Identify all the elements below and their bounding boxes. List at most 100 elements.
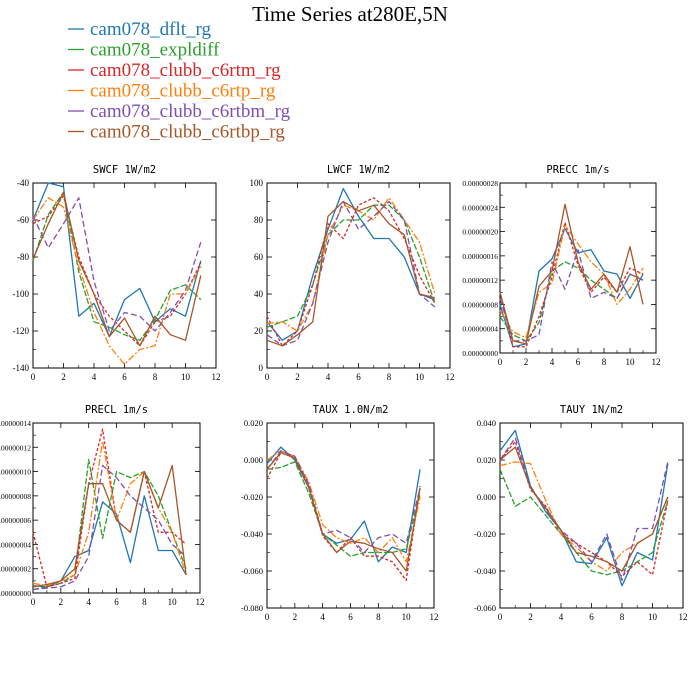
series-line (32, 191, 202, 341)
chart-panel: TAUX 1.0N/m2 0 2 4 6 8 10 12 -0.080 -0.060 -0.040 -… (241, 404, 438, 622)
y-tick-label: 80 (254, 215, 264, 225)
x-tick-label: 2 (295, 372, 300, 382)
plot-frame (499, 182, 657, 354)
y-tick-label: 20 (254, 326, 264, 336)
chart-panel: PRECC 1m/s 0 2 4 6 8 10 12 0.00000000 0.00000004 0… (462, 164, 660, 367)
y-tick-label: 0.000 (477, 492, 496, 502)
x-tick-label: 2 (528, 612, 533, 622)
series-line (499, 446, 669, 572)
series-line (32, 464, 187, 588)
plot-frame (266, 422, 435, 609)
y-tick-label: 0.00000006 (0, 516, 31, 525)
series-line (499, 429, 669, 587)
plot-frame (32, 422, 201, 594)
y-tick-label: 0.00000008 (462, 300, 498, 309)
x-tick-label: 12 (679, 612, 688, 622)
x-tick-label: 10 (626, 357, 636, 367)
x-tick-label: 2 (524, 357, 529, 367)
x-tick-label: 8 (602, 357, 607, 367)
legend-item: cam078_clubb_c6rtp_rg (68, 81, 276, 102)
legend-label: cam078_clubb_c6rtm_rg (90, 60, 281, 81)
chart-panel: LWCF 1W/m2 0 2 4 6 8 10 12 0 20 40 60 80 100 (250, 164, 455, 382)
y-tick-label: 0 (259, 363, 264, 373)
y-tick-label: 0.00000004 (0, 540, 31, 549)
x-tick-label: 2 (293, 612, 298, 622)
y-tick-label: 0.00000008 (0, 492, 31, 501)
y-tick-label: 0.00000004 (462, 325, 498, 334)
y-tick-label: 0.00000000 (462, 349, 498, 358)
chart-title: TAUY 1N/m2 (560, 404, 623, 416)
x-tick-label: 6 (348, 612, 353, 622)
y-tick-label: 0.00000012 (462, 276, 498, 285)
x-tick-label: 12 (652, 357, 661, 367)
series-line (32, 197, 202, 365)
series-line (32, 195, 202, 347)
x-tick-label: 4 (320, 612, 325, 622)
x-tick-label: 12 (212, 372, 221, 382)
y-tick-label: -0.040 (241, 529, 263, 539)
x-tick-label: 8 (153, 372, 158, 382)
x-tick-label: 6 (576, 357, 581, 367)
y-tick-label: -0.020 (241, 492, 263, 502)
legend-item: cam078_clubb_c6rtm_rg (68, 60, 281, 81)
x-tick-label: 2 (59, 597, 64, 607)
x-tick-label: 10 (415, 372, 425, 382)
series-line (266, 204, 436, 328)
y-tick-label: -80 (17, 252, 29, 262)
series-line (499, 437, 669, 581)
x-tick-label: 10 (402, 612, 412, 622)
series-line (266, 200, 435, 347)
chart-title: PRECC 1m/s (546, 164, 609, 176)
y-tick-label: -140 (13, 363, 30, 373)
x-tick-label: 4 (92, 372, 97, 382)
series-line (32, 495, 187, 588)
legend-item: cam078_dflt_rg (68, 19, 212, 40)
y-tick-label: 0.00000028 (462, 179, 498, 188)
y-tick-label: -100 (13, 289, 30, 299)
series-line (266, 451, 421, 572)
series-line (32, 440, 187, 587)
y-tick-label: -60 (17, 215, 29, 225)
y-tick-label: -0.060 (474, 603, 496, 613)
series-line (32, 191, 202, 347)
y-tick-label: 0.020 (244, 418, 263, 428)
chart-title: LWCF 1W/m2 (327, 164, 390, 176)
x-tick-label: 12 (196, 597, 205, 607)
figure-title: Time Series at280E,5N (252, 2, 448, 26)
legend: cam078_dflt_rgcam078_expldiffcam078_club… (68, 19, 291, 143)
series-line (266, 200, 436, 347)
x-tick-label: 8 (387, 372, 392, 382)
x-tick-label: 4 (550, 357, 555, 367)
chart-panel: PRECL 1m/s 0 2 4 6 8 10 12 0.00000000 0.00000002 0… (0, 404, 205, 607)
legend-item: cam078_clubb_c6rtbp_rg (68, 122, 285, 143)
series-line (32, 428, 187, 588)
y-tick-label: -0.080 (241, 603, 263, 613)
series-line (499, 203, 644, 345)
x-tick-label: 0 (265, 612, 270, 622)
series-line (32, 458, 187, 591)
x-tick-label: 0 (498, 612, 503, 622)
y-tick-label: 0.00000020 (462, 228, 498, 237)
y-tick-label: 40 (254, 289, 264, 299)
y-tick-label: -0.020 (474, 529, 496, 539)
x-tick-label: 6 (356, 372, 361, 382)
chart-title: PRECL 1m/s (85, 404, 148, 416)
series-line (32, 182, 202, 338)
y-tick-label: 0.040 (477, 418, 496, 428)
x-tick-label: 0 (31, 372, 36, 382)
series-line (266, 450, 421, 554)
legend-item: cam078_expldiff (68, 40, 220, 61)
panels: SWCF 1W/m2 0 2 4 6 8 10 12 -140 -120 -100 -80 -60 -40… (0, 164, 688, 622)
series-line (499, 469, 669, 576)
chart-panel: SWCF 1W/m2 0 2 4 6 8 10 12 -140 -120 -100 -80 -60 -40 (13, 164, 221, 382)
series-line (499, 221, 644, 348)
x-tick-label: 0 (498, 357, 503, 367)
x-tick-label: 4 (559, 612, 564, 622)
y-tick-label: -0.040 (474, 566, 496, 576)
series-line (266, 451, 421, 581)
y-tick-label: -120 (13, 326, 30, 336)
legend-label: cam078_dflt_rg (90, 19, 212, 40)
x-tick-label: 6 (122, 372, 127, 382)
plot-frame (32, 182, 217, 369)
y-tick-label: 0.000 (244, 455, 263, 465)
